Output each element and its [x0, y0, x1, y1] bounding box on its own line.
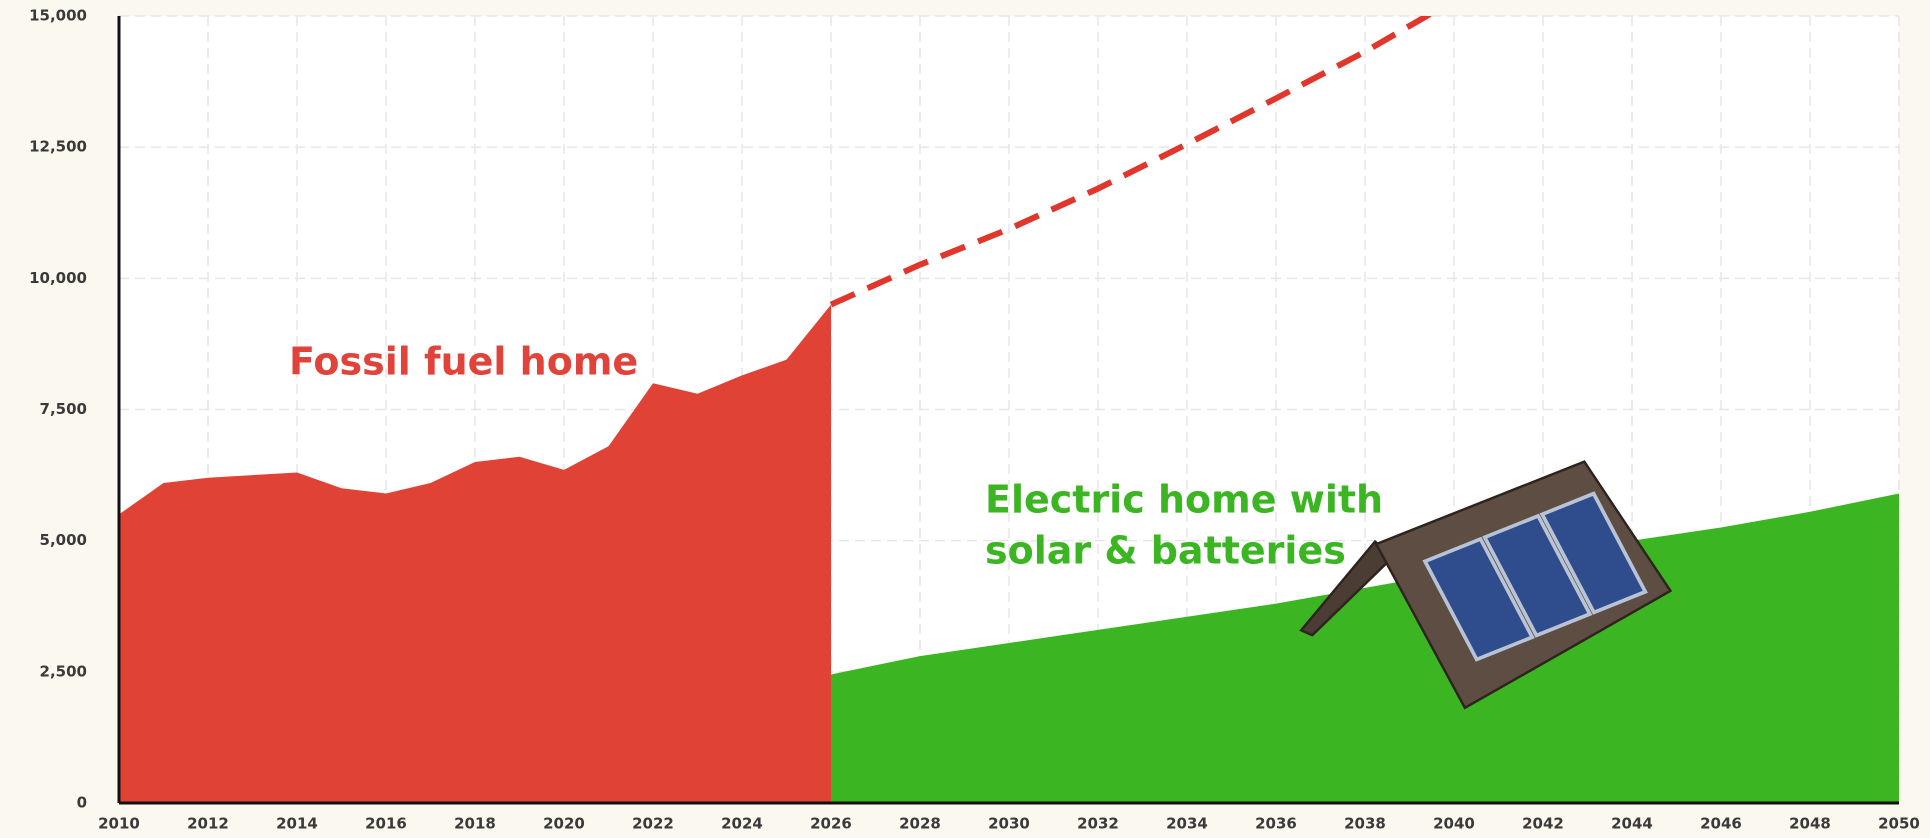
x-tick-label: 2026	[810, 815, 852, 833]
x-tick-label: 2040	[1433, 815, 1475, 833]
x-tick-label: 2012	[187, 815, 229, 833]
x-tick-label: 2050	[1878, 815, 1920, 833]
y-tick-label: 7,500	[40, 400, 87, 418]
x-tick-label: 2024	[721, 815, 763, 833]
y-tick-label: 5,000	[40, 531, 87, 549]
y-tick-label: 10,000	[29, 269, 87, 287]
x-tick-label: 2036	[1255, 815, 1297, 833]
annotation: Electric home with	[985, 478, 1383, 522]
x-tick-label: 2032	[1077, 815, 1119, 833]
x-tick-label: 2048	[1789, 815, 1831, 833]
x-tick-label: 2016	[365, 815, 407, 833]
x-tick-label: 2020	[543, 815, 585, 833]
y-tick-label: 12,500	[29, 138, 87, 156]
y-tick-label: 2,500	[40, 662, 87, 680]
y-tick-label: 15,000	[29, 7, 87, 25]
x-tick-label: 2030	[988, 815, 1030, 833]
page: 0 2,500 5,000 7,500 10,000 12,500 15,000 2010 20…	[0, 0, 1930, 838]
x-tick-label: 2022	[632, 815, 674, 833]
x-tick-label: 2044	[1611, 815, 1653, 833]
x-tick-label: 2014	[276, 815, 318, 833]
x-tick-label: 2046	[1700, 815, 1742, 833]
x-tick-label: 2010	[98, 815, 140, 833]
y-tick-label: 0	[77, 794, 87, 812]
chart: 0 2,500 5,000 7,500 10,000 12,500 15,000 2010 20…	[0, 0, 1930, 838]
x-tick-label: 2028	[899, 815, 941, 833]
x-tick-label: 2018	[454, 815, 496, 833]
annotation: solar & batteries	[985, 529, 1346, 573]
annotation: Fossil fuel home	[289, 340, 638, 384]
x-tick-label: 2034	[1166, 815, 1208, 833]
x-tick-label: 2038	[1344, 815, 1386, 833]
x-tick-label: 2042	[1522, 815, 1564, 833]
